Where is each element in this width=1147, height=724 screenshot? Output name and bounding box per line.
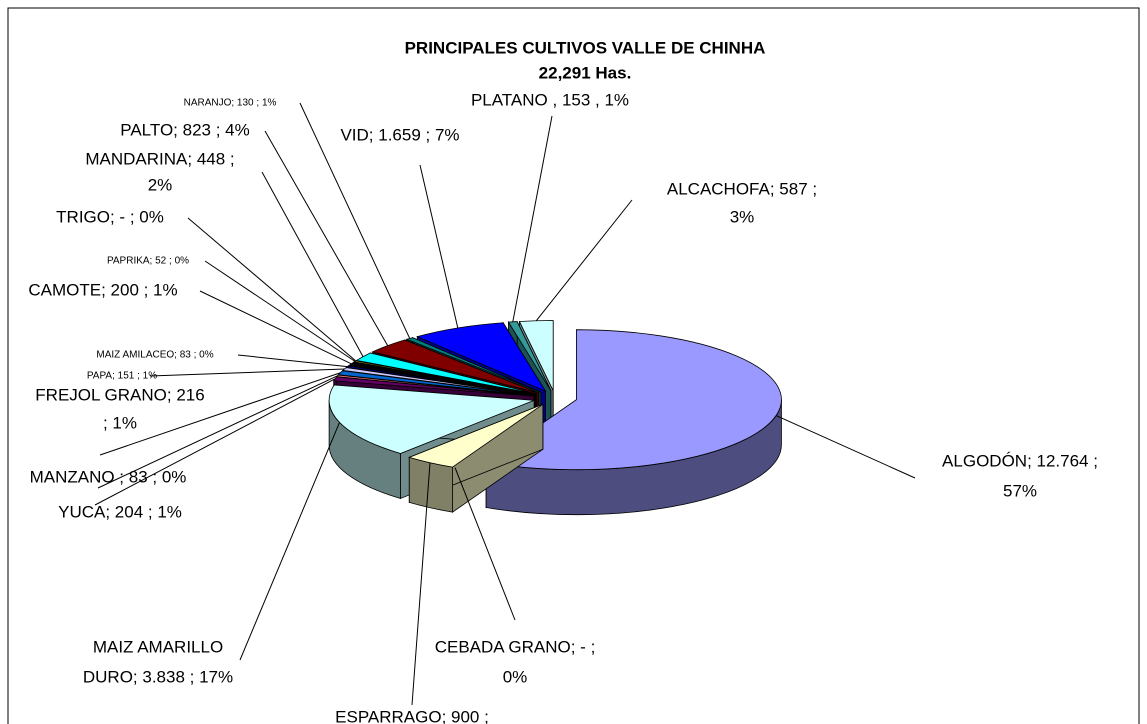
data-label: CEBADA GRANO; - ; bbox=[435, 637, 596, 656]
data-label: VID; 1.659 ; 7% bbox=[340, 125, 459, 144]
leader-line bbox=[97, 375, 338, 489]
chart-title: PRINCIPALES CULTIVOS VALLE DE CHINHA bbox=[405, 38, 766, 57]
leader-line bbox=[239, 422, 340, 661]
chart-subtitle: 22,291 Has. bbox=[539, 63, 632, 82]
data-label: TRIGO; - ; 0% bbox=[56, 207, 164, 226]
chart-border bbox=[7, 7, 1140, 724]
leader-line bbox=[261, 171, 364, 357]
slice bbox=[328, 384, 535, 454]
pie bbox=[328, 320, 782, 516]
leader-line bbox=[264, 130, 389, 346]
data-label: MANZANO ; 83 ; 0% bbox=[30, 467, 187, 486]
data-label: NARANJO; 130 ; 1% bbox=[184, 98, 277, 109]
data-label: PLATANO , 153 , 1% bbox=[471, 90, 629, 109]
data-label: FREJOL GRANO; 216 bbox=[35, 385, 204, 404]
leader-line bbox=[535, 199, 633, 322]
data-label: 2% bbox=[148, 175, 173, 194]
data-label: PALTO; 823 ; 4% bbox=[120, 120, 249, 139]
leader-line bbox=[299, 102, 411, 339]
leader-line bbox=[149, 368, 345, 377]
leader-line bbox=[94, 378, 336, 506]
data-label: MANDARINA; 448 ; bbox=[85, 149, 234, 168]
leader-line bbox=[204, 260, 356, 362]
data-label: MAIZ AMARILLO bbox=[93, 637, 223, 656]
data-label: 3% bbox=[730, 207, 755, 226]
leader-line bbox=[411, 462, 431, 706]
data-label: PAPRIKA; 52 ; 0% bbox=[107, 256, 189, 267]
leader-line bbox=[187, 217, 357, 362]
data-label: CAMOTE; 200 ; 1% bbox=[28, 280, 177, 299]
data-label: ESPARRAGO; 900 ; bbox=[335, 707, 489, 724]
leader-line bbox=[775, 415, 916, 479]
slice bbox=[408, 403, 544, 468]
data-label: ; 1% bbox=[103, 413, 137, 432]
data-label: PAPA; 151 ; 1% bbox=[87, 371, 157, 382]
data-label: YUCA; 204 ; 1% bbox=[58, 502, 182, 521]
data-label: ALGODÓN; 12.764 ; bbox=[942, 451, 1098, 470]
leader-line bbox=[512, 115, 553, 322]
leader-line bbox=[419, 164, 459, 329]
leader-line bbox=[99, 372, 341, 456]
data-label: ALCACHOFA; 587 ; bbox=[667, 179, 817, 198]
leader-line bbox=[237, 354, 348, 368]
data-label: DURO; 3.838 ; 17% bbox=[83, 667, 233, 686]
data-label: 57% bbox=[1003, 481, 1037, 500]
slice bbox=[507, 321, 552, 391]
slice bbox=[416, 322, 547, 393]
leader-line bbox=[454, 467, 516, 621]
leader-line bbox=[199, 290, 352, 365]
data-label: 0% bbox=[503, 667, 528, 686]
slice bbox=[342, 367, 535, 396]
data-label: MAIZ AMILACEO; 83 ; 0% bbox=[96, 350, 213, 361]
